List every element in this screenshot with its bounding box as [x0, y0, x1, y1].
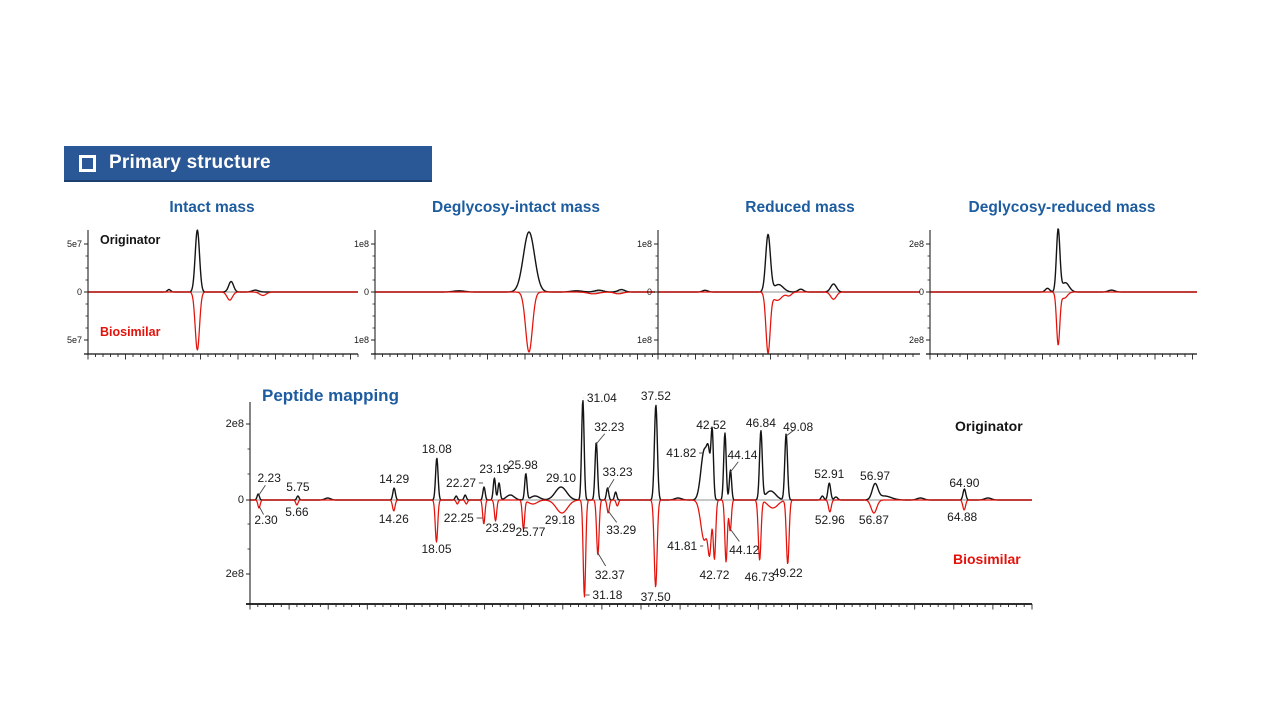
leader-line [595, 433, 606, 445]
peak-label: 49.22 [773, 566, 803, 580]
peak-label: 18.08 [422, 442, 452, 456]
peak-label: 41.82 [666, 446, 696, 460]
legend-biosimilar-peptide: Biosimilar [953, 551, 1021, 567]
peak-label: 25.77 [515, 525, 545, 539]
y-tick-label: 1e8 [354, 239, 369, 249]
peak-label: 46.73 [745, 570, 775, 584]
peak-label: 64.88 [947, 510, 977, 524]
y-tick-label: 5e7 [67, 335, 82, 345]
peak-label: 52.96 [815, 513, 845, 527]
leader-line [730, 461, 739, 473]
peak-label: 56.87 [859, 513, 889, 527]
y-tick-label: 0 [919, 287, 924, 297]
y-tick-label: 0 [647, 287, 652, 297]
panel-title-reduced-mass: Reduced mass [745, 199, 855, 216]
y-tick-label: 2e8 [909, 335, 924, 345]
leader-line [257, 484, 266, 497]
peak-label: 5.66 [285, 505, 309, 519]
peak-label: 41.81 [667, 539, 697, 553]
peak-label: 64.90 [949, 476, 979, 490]
peak-label: 5.75 [286, 480, 310, 494]
peak-label: 2.23 [258, 471, 282, 485]
peak-label: 44.12 [729, 543, 759, 557]
peak-label: 31.04 [587, 391, 617, 405]
peak-label: 37.52 [641, 389, 671, 403]
peak-label: 44.14 [727, 448, 757, 462]
peak-label: 32.37 [595, 568, 625, 582]
biosimilar-trace [87, 291, 359, 351]
biosimilar-trace [657, 291, 921, 354]
peak-label: 42.72 [699, 568, 729, 582]
peak-label: 18.05 [421, 542, 451, 556]
peak-label: 14.29 [379, 472, 409, 486]
peak-label: 31.18 [592, 588, 622, 602]
y-tick-label: 2e8 [909, 239, 924, 249]
legend-originator-intact: Originator [100, 233, 161, 247]
originator-trace [657, 233, 921, 293]
y-tick-label: 1e8 [637, 239, 652, 249]
peak-label: 52.91 [814, 467, 844, 481]
originator-trace [249, 400, 1033, 501]
y-tick-label: 5e7 [67, 239, 82, 249]
legend-biosimilar-intact: Biosimilar [100, 325, 161, 339]
y-tick-label: 2e8 [226, 568, 244, 580]
peak-label: 2.30 [254, 513, 278, 527]
biosimilar-trace [929, 291, 1198, 346]
peptide-mapping-title: Peptide mapping [262, 386, 399, 405]
peak-label: 22.25 [444, 511, 474, 525]
panel-title-intact-mass: Intact mass [169, 199, 255, 216]
peak-label: 25.98 [508, 458, 538, 472]
leader-line [607, 478, 615, 491]
bullet-square-icon [79, 154, 96, 172]
y-tick-label: 0 [364, 287, 369, 297]
y-tick-label: 0 [77, 287, 82, 297]
biosimilar-trace [374, 291, 656, 353]
peak-label: 23.29 [486, 521, 516, 535]
peak-label: 33.29 [606, 523, 636, 537]
peak-label: 29.10 [546, 471, 576, 485]
section-banner: Primary structure [64, 146, 432, 182]
y-tick-label: 1e8 [354, 335, 369, 345]
peak-label: 42.52 [696, 418, 726, 432]
peak-label: 56.97 [860, 469, 890, 483]
peak-label: 14.26 [379, 512, 409, 526]
peak-label: 32.23 [594, 420, 624, 434]
legend-originator-peptide: Originator [955, 418, 1023, 434]
leader-line [258, 505, 264, 515]
peak-label: 22.27 [446, 476, 476, 490]
peak-label: 37.50 [641, 590, 671, 604]
y-tick-label: 1e8 [637, 335, 652, 345]
leader-line [729, 528, 740, 542]
peak-label: 23.19 [479, 462, 509, 476]
leader-line [597, 552, 607, 567]
panel-title-deglycosy-reduced-mass: Deglycosy-reduced mass [968, 199, 1156, 216]
peak-label: 33.23 [603, 465, 633, 479]
peak-label: 46.84 [746, 416, 776, 430]
y-tick-label: 2e8 [226, 418, 244, 430]
originator-trace [929, 228, 1198, 293]
peak-label: 29.18 [545, 513, 575, 527]
panel-title-deglycosy-intact-mass: Deglycosy-intact mass [432, 199, 600, 216]
section-title: Primary structure [109, 152, 271, 173]
leader-line [607, 510, 618, 523]
originator-trace [374, 231, 656, 293]
biosimilar-trace [249, 499, 1033, 598]
peak-label: 49.08 [783, 420, 813, 434]
leader-line [785, 429, 795, 437]
y-tick-label: 0 [238, 494, 244, 506]
